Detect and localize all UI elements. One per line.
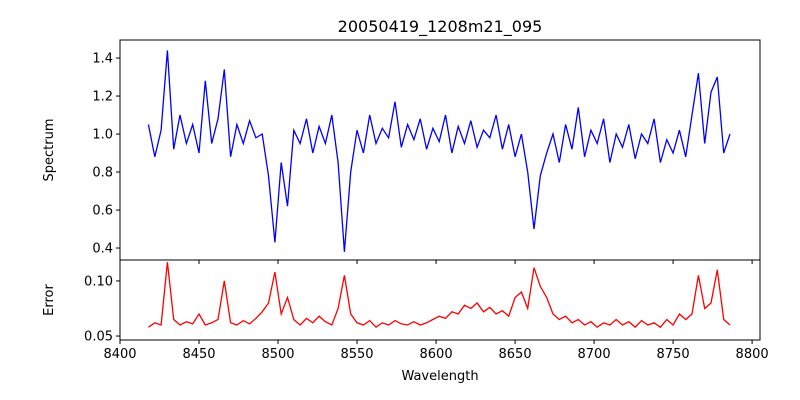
x-tick-label: 8650 (499, 347, 532, 362)
spectrum-panel: 0.4 0.6 0.8 1.0 1.2 1.4 (92, 39, 761, 264)
x-tick-label: 8400 (103, 347, 136, 362)
y-tick-label: 1.0 (92, 128, 113, 143)
y-tick-label: 1.2 (92, 90, 113, 105)
x-tick-label: 8600 (420, 347, 453, 362)
spectrum-series-line (147, 50, 731, 252)
y-tick-label: 0.05 (84, 330, 113, 345)
x-axis-label: Wavelength (401, 369, 478, 384)
spectrum-ylabel: Spectrum (42, 119, 57, 182)
x-tick-label: 8700 (578, 347, 611, 362)
y-tick-label: 0.10 (84, 274, 113, 289)
chart-title: 20050419_1208m21_095 (338, 17, 543, 37)
error-panel: 0.05 0.10 8400 8450 8500 8550 8600 8650 8700 8750… (84, 259, 769, 362)
y-tick-label: 0.4 (92, 242, 113, 257)
x-tick-label: 8800 (736, 347, 769, 362)
error-ylabel: Error (42, 284, 57, 316)
y-tick-label: 1.4 (92, 52, 113, 67)
y-tick-label: 0.8 (92, 166, 113, 181)
y-tick-label: 0.6 (92, 204, 113, 219)
error-series-line (148, 262, 731, 329)
x-tick-label: 8500 (261, 347, 294, 362)
x-tick-label: 8450 (182, 347, 215, 362)
x-tick-label: 8750 (657, 347, 690, 362)
x-tick-label: 8550 (340, 347, 373, 362)
axes-frame (119, 259, 761, 341)
